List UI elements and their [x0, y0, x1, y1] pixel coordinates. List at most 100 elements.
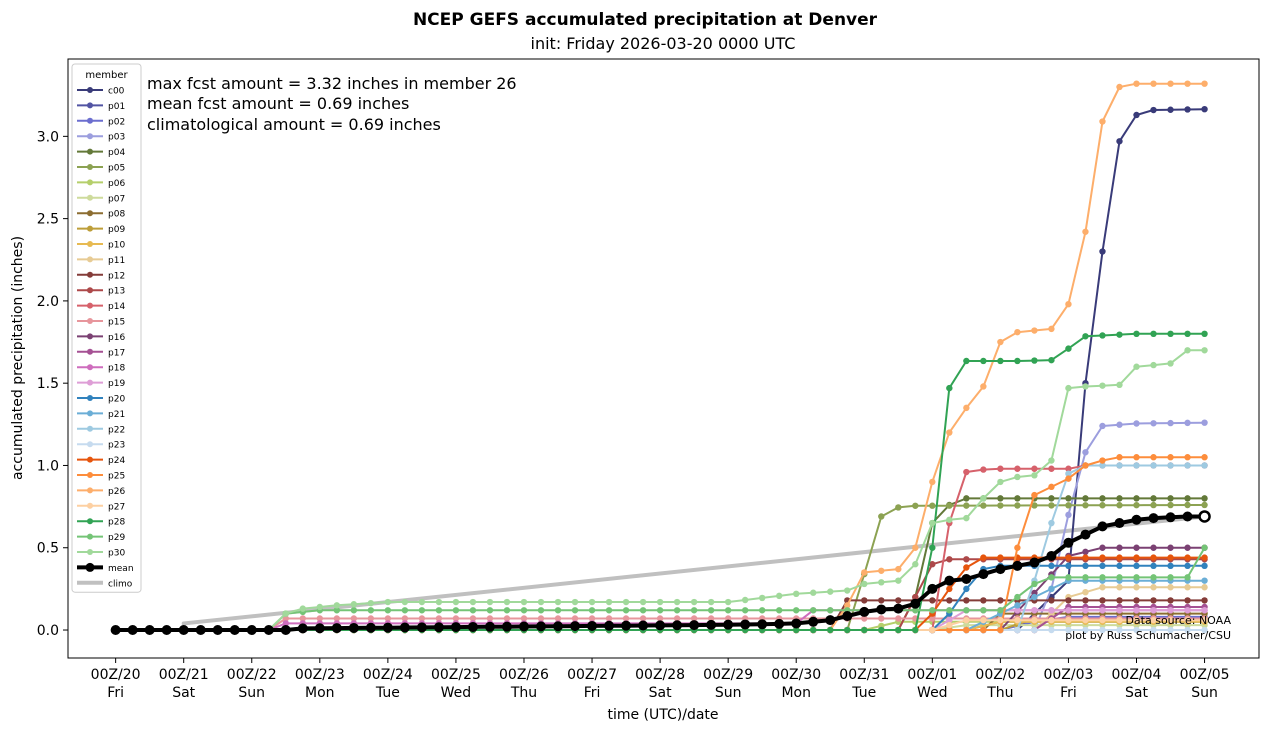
x-tick-day-label: Thu — [986, 685, 1013, 701]
data-point-p24 — [1065, 554, 1072, 561]
data-point-p15 — [316, 615, 324, 622]
legend-label: p04 — [108, 148, 125, 158]
data-point-mean — [553, 621, 564, 632]
data-point-p22 — [1167, 462, 1174, 469]
data-point-p28 — [980, 357, 987, 365]
data-point-mean — [348, 622, 359, 633]
data-point-mean — [263, 625, 274, 636]
data-point-p28 — [929, 544, 936, 551]
data-point-p30 — [537, 598, 545, 606]
data-point-p04 — [1167, 495, 1174, 502]
data-point-p05 — [997, 502, 1004, 509]
data-point-p15 — [367, 615, 375, 622]
data-point-p05 — [1201, 501, 1208, 509]
data-point-mean — [859, 606, 870, 617]
data-point-mean — [689, 620, 700, 631]
legend-label: p30 — [108, 549, 125, 559]
x-tick-label: 00Z/24 — [363, 667, 413, 683]
data-point-p29 — [793, 607, 800, 614]
data-point-p29 — [912, 607, 919, 614]
legend-swatch-marker — [87, 410, 93, 417]
data-point-p24 — [1099, 554, 1106, 561]
data-point-p15 — [282, 615, 289, 622]
data-point-mean — [518, 621, 529, 632]
legend-swatch-marker — [87, 287, 93, 294]
credit-data-source: Data source: NOAA — [1125, 614, 1231, 627]
data-point-p21 — [1201, 577, 1208, 584]
data-point-p29 — [554, 607, 562, 614]
data-point-p16 — [1150, 544, 1157, 551]
data-point-mean — [382, 622, 393, 633]
data-point-p16 — [1184, 544, 1191, 551]
data-point-p03 — [1150, 420, 1157, 427]
data-point-p29 — [469, 607, 477, 614]
legend-swatch-marker — [87, 102, 93, 109]
data-point-p29 — [1048, 574, 1055, 581]
data-point-p28 — [793, 626, 800, 634]
x-tick-label: 00Z/28 — [635, 667, 685, 683]
data-point-p14 — [1014, 465, 1021, 472]
data-point-p30 — [793, 590, 800, 598]
data-point-c00 — [1150, 106, 1157, 114]
data-point-p20 — [1201, 562, 1208, 570]
data-point-p25 — [1167, 454, 1174, 461]
data-point-p30 — [1065, 384, 1072, 392]
data-point-p15 — [605, 615, 613, 622]
data-point-p04 — [1116, 495, 1123, 502]
data-point-p14 — [1065, 465, 1072, 472]
data-point-p15 — [384, 615, 392, 622]
data-point-p28 — [1082, 333, 1089, 340]
y-tick-label: 3.0 — [37, 129, 59, 145]
data-point-mean — [876, 604, 887, 615]
legend-item-p24: p24 — [77, 456, 125, 466]
data-point-p26 — [1082, 228, 1089, 235]
data-point-p24 — [1167, 554, 1174, 561]
data-point-p15 — [571, 615, 579, 622]
legend-title: member — [85, 70, 128, 81]
data-point-p11 — [1201, 584, 1208, 591]
data-point-p27 — [1082, 616, 1089, 624]
data-point-p19 — [946, 616, 953, 624]
data-point-p29 — [1082, 574, 1089, 581]
x-tick-label: 00Z/02 — [975, 667, 1025, 683]
data-point-p30 — [503, 598, 511, 606]
data-point-p27 — [1065, 616, 1072, 624]
data-point-p25 — [1184, 454, 1191, 461]
data-point-mean — [1114, 518, 1125, 529]
x-tick-label: 00Z/27 — [567, 667, 617, 683]
data-point-p30 — [997, 478, 1004, 486]
data-point-p19 — [1099, 607, 1106, 614]
data-point-p24 — [997, 554, 1004, 561]
data-point-p12 — [895, 597, 902, 604]
data-point-p15 — [520, 615, 528, 622]
data-point-p03 — [1184, 419, 1191, 427]
legend-item-p11: p11 — [77, 256, 125, 266]
x-tick-label: 00Z/03 — [1043, 667, 1093, 683]
data-point-p22 — [1150, 462, 1157, 469]
legend-item-c00: c00 — [77, 87, 125, 97]
data-point-p29 — [537, 607, 545, 614]
x-tick-label: 00Z/23 — [295, 667, 345, 683]
data-point-p28 — [997, 357, 1004, 365]
data-point-p15 — [452, 615, 460, 622]
data-point-p29 — [827, 607, 834, 614]
data-point-p05 — [1133, 501, 1140, 509]
data-point-p29 — [418, 607, 426, 614]
data-point-p14 — [997, 465, 1004, 472]
data-point-p19 — [1201, 607, 1208, 614]
data-point-p12 — [878, 597, 885, 604]
data-point-p26 — [1167, 80, 1174, 87]
data-point-p30 — [861, 580, 868, 588]
data-point-p30 — [1201, 347, 1208, 354]
data-point-p18 — [282, 620, 289, 627]
data-point-p16 — [1099, 544, 1106, 551]
legend-item-p18: p18 — [77, 364, 125, 374]
data-point-p19 — [1048, 607, 1055, 614]
legend-label: p07 — [108, 194, 125, 204]
data-point-mean — [825, 615, 836, 626]
legend-swatch-marker — [87, 302, 93, 309]
legend-item-p16: p16 — [77, 333, 125, 343]
data-point-p13 — [946, 556, 953, 563]
data-point-p15 — [469, 615, 477, 622]
data-point-p26 — [946, 429, 953, 436]
